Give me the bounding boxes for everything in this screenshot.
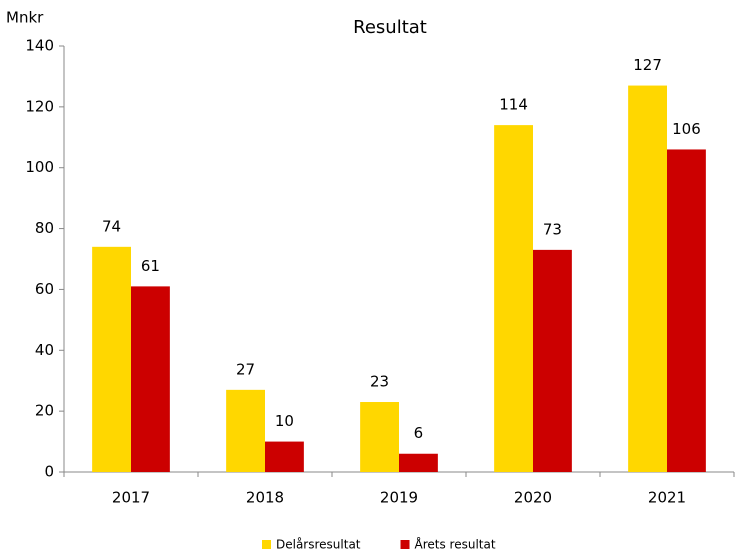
value-label: 27 [236, 360, 255, 378]
bar [226, 389, 265, 472]
value-label: 74 [102, 217, 121, 235]
bar [265, 441, 304, 472]
value-label: 61 [141, 257, 160, 275]
x-tick-label: 2020 [514, 489, 552, 507]
y-tick-label: 0 [44, 463, 54, 481]
value-label: 73 [543, 220, 562, 238]
y-tick-label: 120 [25, 97, 54, 115]
x-tick-label: 2018 [246, 489, 284, 507]
bar [533, 249, 572, 472]
legend-swatch [400, 540, 410, 549]
bar [628, 85, 667, 473]
value-label: 23 [370, 373, 389, 391]
value-label: 114 [499, 96, 528, 114]
y-tick-label: 140 [25, 37, 54, 55]
bar [131, 286, 170, 472]
legend-label: Årets resultat [415, 537, 496, 552]
value-label: 106 [672, 120, 701, 138]
value-label: 127 [633, 56, 662, 74]
legend-swatch [262, 540, 271, 549]
y-tick-label: 40 [35, 341, 54, 359]
legend-label: Delårsresultat [276, 538, 361, 552]
y-tick-label: 100 [25, 158, 54, 176]
y-tick-label: 80 [35, 219, 54, 237]
value-label: 10 [275, 412, 294, 430]
bar [667, 149, 706, 472]
x-tick-label: 2019 [380, 489, 418, 507]
y-tick-label: 60 [35, 280, 54, 298]
chart-title: Resultat [353, 17, 427, 38]
bar [360, 402, 399, 472]
y-tick-label: 20 [35, 402, 54, 420]
x-tick-label: 2021 [648, 489, 686, 507]
y-axis-label: Mnkr [6, 9, 44, 27]
value-label: 6 [414, 424, 424, 442]
bar [92, 246, 131, 472]
x-tick-label: 2017 [112, 489, 150, 507]
bar [399, 453, 438, 472]
bar [494, 125, 533, 472]
